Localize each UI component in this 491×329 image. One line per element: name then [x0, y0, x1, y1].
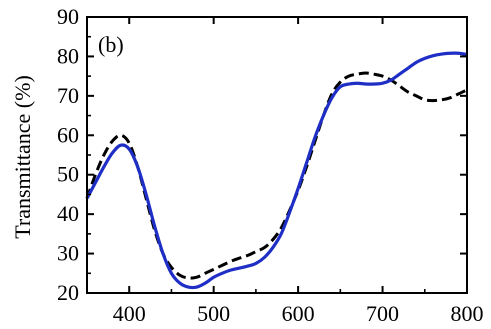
- y-tick-label: 40: [57, 201, 79, 226]
- dashed-series-line: [85, 71, 468, 280]
- x-tick-label: 500: [197, 301, 230, 326]
- y-axis-title: Transmittance (%): [10, 75, 35, 239]
- y-tick-label: 80: [57, 43, 79, 68]
- y-tick-label: 90: [57, 4, 79, 29]
- series-layer: [85, 51, 468, 290]
- x-tick-label: 600: [282, 301, 315, 326]
- y-tick-label: 70: [57, 83, 79, 108]
- solid-series-line: [85, 51, 468, 290]
- x-tick-label: 700: [366, 301, 399, 326]
- panel-label: (b): [98, 32, 124, 57]
- axes-layer: 400 500 600 700 800 20 30 40 50 60 70 80 90: [57, 4, 484, 326]
- x-tick-label: 800: [451, 301, 484, 326]
- y-tick-label: 50: [57, 162, 79, 187]
- y-tick-label: 60: [57, 122, 79, 147]
- y-tick-label: 20: [57, 280, 79, 305]
- y-tick-label: 30: [57, 241, 79, 266]
- x-tick-label: 400: [113, 301, 146, 326]
- plot-frame: [86, 16, 468, 294]
